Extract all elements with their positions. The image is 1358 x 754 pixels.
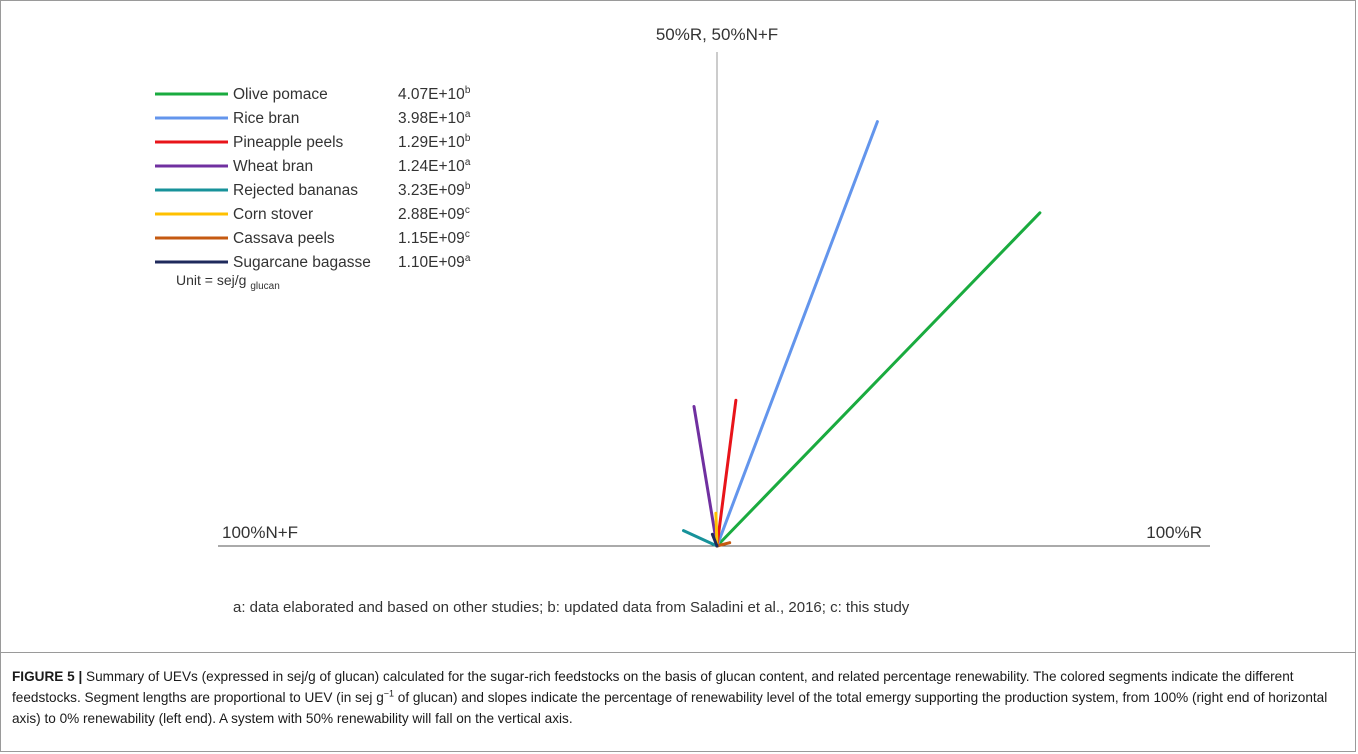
legend-uev: 1.24E+10a: [398, 157, 471, 175]
axis-left-label: 100%N+F: [222, 523, 298, 542]
legend-label: Pineapple peels: [233, 134, 344, 151]
legend-item: Rejected bananas 3.23E+09b: [155, 181, 471, 199]
legend-uev: 1.10E+09a: [398, 253, 471, 271]
renewability-chart: Olive pomace 4.07E+10b Rice bran 3.98E+10a P…: [155, 25, 1210, 616]
segment-rejected-bananas: [682, 529, 719, 548]
figure-caption: FIGURE 5 | Summary of UEVs (expressed in…: [12, 666, 1342, 729]
legend-uev-sup: b: [465, 181, 471, 192]
legend-label: Wheat bran: [233, 158, 313, 175]
unit-label: Unit = sej/g glucan: [176, 272, 280, 292]
unit-label-main: Unit = sej/g: [176, 272, 246, 288]
segment-pineapple-peels: [715, 398, 738, 548]
segment-wheat-bran: [692, 405, 719, 548]
segment-cassava-peels: [715, 541, 732, 548]
legend-uev-sup: c: [465, 229, 470, 240]
legend-item: Cassava peels 1.15E+09c: [155, 229, 470, 247]
legend-uev: 1.15E+09c: [398, 229, 470, 247]
caption-label: FIGURE 5 |: [12, 669, 83, 684]
legend-uev: 4.07E+10b: [398, 85, 471, 103]
legend-label: Cassava peels: [233, 230, 335, 247]
legend-label: Corn stover: [233, 206, 313, 223]
footnote: a: data elaborated and based on other st…: [233, 599, 910, 616]
legend: Olive pomace 4.07E+10b Rice bran 3.98E+10a P…: [155, 85, 471, 271]
caption-superscript: −1: [383, 688, 395, 699]
legend-label: Rejected bananas: [233, 182, 358, 199]
legend-item: Corn stover 2.88E+09c: [155, 205, 470, 223]
legend-uev: 1.29E+10b: [398, 133, 471, 151]
legend-uev-sup: a: [465, 253, 471, 264]
chart-axes: [218, 52, 1210, 547]
axis-right-label: 100%R: [1146, 523, 1202, 542]
legend-uev: 3.23E+09b: [398, 181, 471, 199]
legend-label: Rice bran: [233, 110, 299, 127]
legend-item: Olive pomace 4.07E+10b: [155, 85, 471, 103]
legend-uev-sup: c: [465, 205, 470, 216]
axis-top-label: 50%R, 50%N+F: [656, 25, 778, 44]
segment-rice-bran: [715, 120, 879, 548]
legend-item: Wheat bran 1.24E+10a: [155, 157, 471, 175]
legend-item: Rice bran 3.98E+10a: [155, 109, 471, 127]
legend-uev-sup: b: [465, 133, 471, 144]
series-segments: [682, 120, 1042, 548]
segment-corn-stover: [714, 511, 719, 548]
unit-label-sub: glucan: [250, 281, 279, 292]
legend-item: Sugarcane bagasse 1.10E+09a: [155, 253, 471, 271]
legend-label: Olive pomace: [233, 86, 328, 103]
legend-uev-sup: a: [465, 109, 471, 120]
caption-text-2: of glucan) and slopes indicate the perce…: [12, 690, 1328, 726]
legend-uev-sup: b: [465, 85, 471, 96]
segment-sugarcane-bagasse: [710, 532, 719, 548]
segment-olive-pomace: [715, 211, 1042, 548]
legend-item: Pineapple peels 1.29E+10b: [155, 133, 471, 151]
legend-uev-sup: a: [465, 157, 471, 168]
legend-uev: 2.88E+09c: [398, 205, 470, 223]
caption-divider: [0, 652, 1356, 653]
caption-text-1: Summary of UEVs (expressed in sej/g of g…: [12, 669, 1294, 705]
legend-uev: 3.98E+10a: [398, 109, 471, 127]
legend-label: Sugarcane bagasse: [233, 254, 371, 271]
